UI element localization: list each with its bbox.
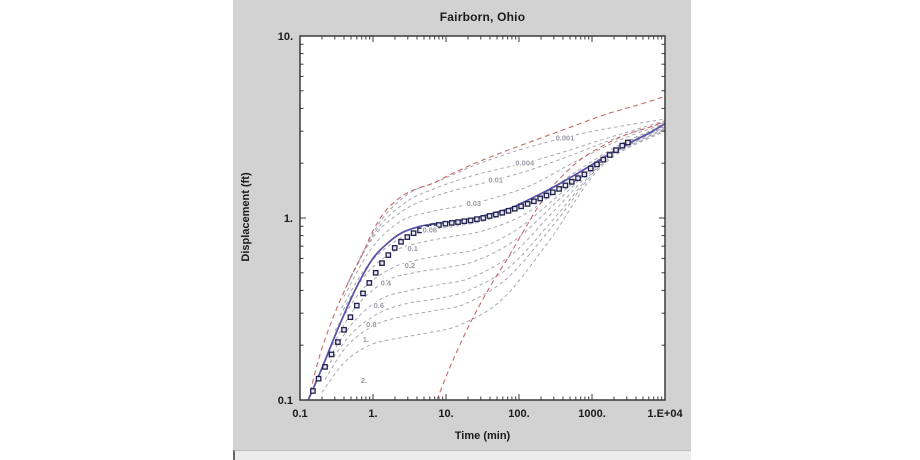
observed-data-marker [568,178,575,185]
observed-data-marker [404,234,411,240]
observed-data-marker [315,375,322,382]
type-curve-0.1-label: 0.1 [407,244,417,253]
observed-data-marker [310,388,316,394]
x-tick-label: 100. [508,408,529,420]
observed-data-marker [423,225,430,231]
type-curve-0.001-label: 0.001 [556,134,575,143]
observed-data-marker [543,192,550,199]
observed-data-marker [429,223,436,230]
observed-data-marker [455,219,461,225]
x-tick-label: 0.1 [292,408,307,420]
theis-late-envelope [436,120,665,400]
type-curve-0.01-label: 0.01 [488,175,503,184]
type-curve-2 [321,130,665,393]
observed-data-marker [372,269,379,276]
observed-data-marker [505,207,512,214]
type-curve-0.01 [345,121,665,289]
observed-data-marker [467,217,474,224]
type-curve-0.004-label: 0.004 [515,159,535,168]
observed-data-marker [398,238,404,245]
x-tick-label: 1. [368,408,377,420]
observed-data-marker [518,203,524,210]
x-tick-label: 10. [438,408,453,420]
type-curve-0.6-label: 0.6 [374,301,384,310]
type-curve-0.8 [325,128,665,369]
observed-data-marker [549,189,556,196]
x-tick-label: 1.E+04 [647,408,683,420]
observed-data-marker [619,142,626,149]
type-curve-0.06-label: 0.06 [422,225,437,234]
observed-data-marker [625,139,631,146]
type-curve-0.004 [347,120,665,284]
type-curve-0.4 [332,127,665,346]
observed-data-marker [499,209,506,216]
observed-data-marker [410,230,417,237]
observed-data-marker [493,211,499,218]
type-curve-0.2-label: 0.2 [405,261,415,270]
type-curve-0.4-label: 0.4 [381,278,392,287]
type-curve-1 [324,129,665,380]
observed-data-marker [562,182,569,189]
observed-data-marker [581,171,588,178]
observed-data-marker [524,201,531,207]
observed-data-marker [461,218,468,225]
window-edge-strip [233,450,691,460]
type-curve-0.06 [341,124,665,309]
x-axis-label: Time (min) [454,430,511,442]
observed-data-marker [587,165,594,172]
type-curve-0.03 [343,123,665,297]
observed-data-marker [385,252,392,258]
observed-data-marker [442,220,449,227]
y-tick-label: 0.1 [278,395,293,407]
observed-data-marker [391,245,398,251]
observed-data-marker [335,339,341,345]
observed-data-marker [328,351,335,358]
theis-early-envelope [307,95,665,400]
observed-data-marker [594,161,600,168]
type-curve-0.8-label: 0.8 [366,320,376,329]
type-curve-0.03-label: 0.03 [466,199,481,208]
observed-data-marker [511,205,518,212]
observed-data-marker [486,213,493,219]
observed-data-marker [379,260,385,266]
observed-data-marker [613,147,619,153]
observed-data-marker [353,302,360,309]
observed-data-marker [436,222,442,228]
observed-data-marker [531,198,537,205]
type-curve-0.6 [328,128,665,359]
observed-data-marker [556,186,562,192]
observed-data-marker [537,195,544,202]
type-curve-2-label: 2. [361,376,367,385]
observed-data-marker [606,152,613,158]
y-tick-label: 10. [278,31,293,43]
observed-data-marker [366,280,373,286]
observed-data-marker [322,364,328,370]
observed-data-marker [341,326,347,333]
chart-title: Fairborn, Ohio [439,10,526,24]
observed-data-marker [575,175,581,182]
observed-data-marker [347,314,354,321]
observed-data-marker [360,290,366,297]
y-tick-label: 1. [284,213,293,225]
observed-data-marker [480,215,487,221]
observed-data-marker [600,156,607,163]
observed-data-marker [417,227,423,234]
type-curve-1-label: 1. [363,335,369,344]
x-tick-label: 1000. [578,408,606,420]
observed-data-marker [448,220,455,226]
observed-data-marker [474,216,480,223]
